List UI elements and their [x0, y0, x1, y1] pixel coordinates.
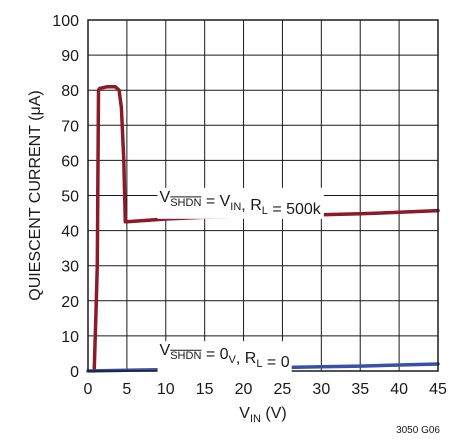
y-tick-label: 10: [61, 329, 79, 346]
x-tick-label: 40: [390, 381, 408, 398]
y-tick-label: 50: [61, 189, 79, 206]
annotation-background: [157, 341, 292, 373]
x-tick-label: 30: [312, 381, 330, 398]
x-tick-labels: 0 5 10 15 20 25 30 35 40 45: [84, 381, 447, 398]
x-axis-label: VIN (V): [239, 405, 286, 425]
y-tick-label: 30: [61, 259, 79, 276]
y-tick-label: 60: [61, 153, 79, 170]
y-tick-label: 90: [61, 48, 79, 65]
x-tick-label: 15: [196, 381, 214, 398]
x-tick-label: 25: [274, 381, 292, 398]
x-tick-label: 35: [351, 381, 369, 398]
x-tick-label: 5: [122, 381, 131, 398]
y-tick-labels: 0 10 20 30 40 50 60 70 80 90 100: [52, 13, 79, 381]
series-lines: [86, 84, 440, 373]
y-tick-label: 70: [61, 118, 79, 135]
x-tick-label: 45: [429, 381, 447, 398]
y-tick-label: 40: [61, 224, 79, 241]
y-tick-label: 20: [61, 294, 79, 311]
y-axis-label: QUIESCENT CURRENT (μA): [27, 90, 44, 300]
y-tick-label: 100: [52, 13, 79, 30]
x-tick-label: 0: [84, 381, 93, 398]
series-annotations: VSHDN = VIN, RL = 500k VSHDN = 0V, RL = 0: [157, 187, 324, 373]
figure-id: 3050 G06: [396, 425, 440, 436]
y-tick-label: 0: [70, 364, 79, 381]
series-annotation-1: VSHDN = VIN, RL = 500k: [160, 189, 322, 218]
x-tick-label: 10: [157, 381, 175, 398]
annotation-background: [157, 187, 324, 219]
series-line-1: [92, 84, 440, 373]
y-tick-label: 80: [61, 83, 79, 100]
x-tick-label: 20: [235, 381, 253, 398]
series-annotation-2: VSHDN = 0V, RL = 0: [160, 342, 290, 371]
